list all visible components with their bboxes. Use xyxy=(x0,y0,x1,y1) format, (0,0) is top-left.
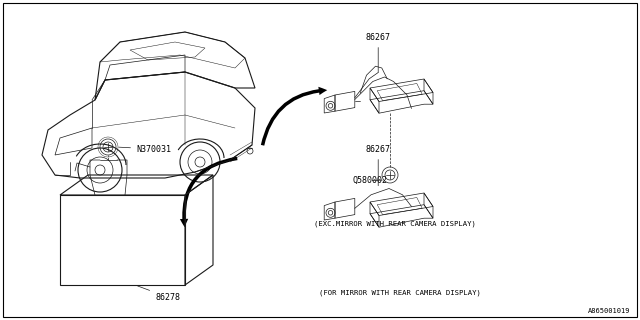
Text: (FOR MIRROR WITH REAR CAMERA DISPLAY): (FOR MIRROR WITH REAR CAMERA DISPLAY) xyxy=(319,290,481,297)
Text: N370031: N370031 xyxy=(119,145,171,154)
FancyArrowPatch shape xyxy=(261,87,327,146)
Text: 86278: 86278 xyxy=(138,286,180,301)
FancyArrowPatch shape xyxy=(180,157,237,227)
Text: 86267: 86267 xyxy=(365,145,390,186)
Text: 86267: 86267 xyxy=(365,33,390,72)
Text: A865001019: A865001019 xyxy=(588,308,630,314)
Text: (EXC.MIRROR WITH REAR CAMERA DISPLAY): (EXC.MIRROR WITH REAR CAMERA DISPLAY) xyxy=(314,220,476,227)
Text: Q580002: Q580002 xyxy=(352,176,387,185)
